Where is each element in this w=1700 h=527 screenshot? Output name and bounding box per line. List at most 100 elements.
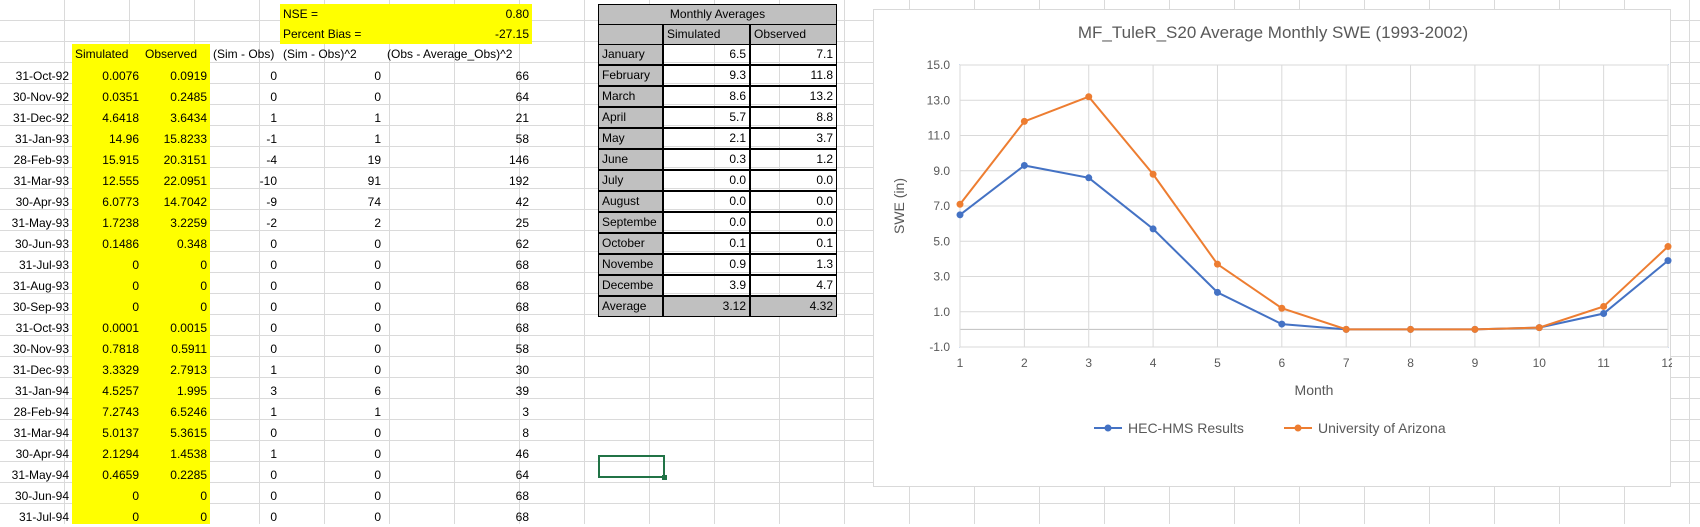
value-cell[interactable]: 0.5911: [171, 342, 207, 356]
value-cell[interactable]: 5.3615: [170, 426, 207, 440]
date-cell[interactable]: 31-Mar-93: [13, 174, 69, 188]
value-cell[interactable]: 0: [374, 447, 381, 461]
value-cell[interactable]: 3.2259: [170, 216, 207, 230]
value-cell[interactable]: 3: [270, 384, 277, 398]
date-cell[interactable]: 31-Jul-94: [18, 510, 69, 524]
date-cell[interactable]: 31-Dec-92: [12, 111, 69, 125]
month-observed[interactable]: 7.1: [750, 44, 837, 65]
value-cell[interactable]: 64: [515, 90, 529, 104]
value-cell[interactable]: 0: [270, 300, 277, 314]
value-cell[interactable]: 0: [270, 69, 277, 83]
value-cell[interactable]: 0.0015: [170, 321, 207, 335]
nse-value[interactable]: 0.80: [404, 4, 532, 24]
month-observed[interactable]: 4.7: [750, 275, 837, 296]
date-cell[interactable]: 30-Jun-94: [14, 489, 69, 503]
monthly-title[interactable]: Monthly Averages: [598, 4, 837, 25]
value-cell[interactable]: 6.5246: [170, 405, 207, 419]
month-label[interactable]: February: [598, 65, 663, 86]
value-cell[interactable]: 0.0076: [102, 69, 139, 83]
date-cell[interactable]: 30-Nov-93: [12, 342, 69, 356]
value-cell[interactable]: 0: [200, 489, 207, 503]
value-cell[interactable]: 6: [374, 384, 381, 398]
month-simulated[interactable]: 0.1: [663, 233, 750, 254]
date-cell[interactable]: 31-Oct-92: [15, 69, 69, 83]
month-simulated[interactable]: 0.9: [663, 254, 750, 275]
column-header[interactable]: Observed: [145, 47, 198, 61]
value-cell[interactable]: 64: [515, 468, 529, 482]
value-cell[interactable]: 0.0919: [170, 69, 207, 83]
month-label[interactable]: October: [598, 233, 663, 254]
value-cell[interactable]: 68: [515, 300, 529, 314]
date-cell[interactable]: 30-Jun-93: [14, 237, 69, 251]
value-cell[interactable]: 4.6418: [102, 111, 139, 125]
value-cell[interactable]: 0: [374, 468, 381, 482]
month-label[interactable]: July: [598, 170, 663, 191]
value-cell[interactable]: 0.7818: [102, 342, 139, 356]
month-label[interactable]: May: [598, 128, 663, 149]
value-cell[interactable]: 0: [374, 279, 381, 293]
value-cell[interactable]: 30: [515, 363, 529, 377]
month-observed[interactable]: 1.2: [750, 149, 837, 170]
value-cell[interactable]: 0: [270, 489, 277, 503]
date-cell[interactable]: 30-Apr-93: [15, 195, 69, 209]
value-cell[interactable]: 14.96: [108, 132, 139, 146]
value-cell[interactable]: 2: [374, 216, 381, 230]
value-cell[interactable]: 0: [200, 510, 207, 524]
bias-value[interactable]: -27.15: [404, 24, 532, 44]
date-cell[interactable]: 31-Mar-94: [13, 426, 69, 440]
value-cell[interactable]: 0: [374, 426, 381, 440]
value-cell[interactable]: 0: [270, 468, 277, 482]
column-header[interactable]: (Obs - Average_Obs)^2: [387, 47, 513, 61]
month-label[interactable]: March: [598, 86, 663, 107]
date-cell[interactable]: 30-Sep-93: [12, 300, 69, 314]
month-observed[interactable]: 11.8: [750, 65, 837, 86]
value-cell[interactable]: 15.8233: [163, 132, 207, 146]
value-cell[interactable]: 1: [270, 447, 277, 461]
value-cell[interactable]: 4.5257: [102, 384, 139, 398]
date-cell[interactable]: 31-Jul-93: [18, 258, 69, 272]
month-simulated[interactable]: 5.7: [663, 107, 750, 128]
value-cell[interactable]: -1: [266, 132, 277, 146]
value-cell[interactable]: 0: [132, 510, 139, 524]
month-simulated[interactable]: 0.3: [663, 149, 750, 170]
monthly-header-simulated[interactable]: Simulated: [663, 24, 750, 45]
value-cell[interactable]: 0.1486: [102, 237, 139, 251]
value-cell[interactable]: 58: [515, 132, 529, 146]
value-cell[interactable]: 19: [367, 153, 381, 167]
date-cell[interactable]: 30-Nov-92: [12, 90, 69, 104]
value-cell[interactable]: 14.7042: [163, 195, 207, 209]
value-cell[interactable]: 15.915: [102, 153, 139, 167]
month-label[interactable]: June: [598, 149, 663, 170]
month-observed[interactable]: 3.7: [750, 128, 837, 149]
date-cell[interactable]: 31-May-94: [11, 468, 69, 482]
value-cell[interactable]: 68: [515, 279, 529, 293]
chart-container[interactable]: MF_TuleR_S20 Average Monthly SWE (1993-2…: [873, 9, 1675, 487]
value-cell[interactable]: 8: [522, 426, 529, 440]
value-cell[interactable]: 0.2285: [170, 468, 207, 482]
month-observed[interactable]: 1.3: [750, 254, 837, 275]
month-simulated[interactable]: 3.9: [663, 275, 750, 296]
value-cell[interactable]: 0: [374, 510, 381, 524]
date-cell[interactable]: 31-Jan-93: [14, 132, 69, 146]
value-cell[interactable]: 21: [515, 111, 529, 125]
average-label[interactable]: Average: [598, 296, 663, 317]
month-observed[interactable]: 0.0: [750, 212, 837, 233]
value-cell[interactable]: 0: [200, 279, 207, 293]
value-cell[interactable]: 0: [374, 300, 381, 314]
average-observed[interactable]: 4.32: [750, 296, 837, 317]
month-observed[interactable]: 0.0: [750, 191, 837, 212]
column-header[interactable]: (Sim - Obs)^2: [283, 47, 357, 61]
value-cell[interactable]: 1: [270, 111, 277, 125]
value-cell[interactable]: 0: [270, 426, 277, 440]
value-cell[interactable]: 0: [200, 300, 207, 314]
value-cell[interactable]: 2.1294: [102, 447, 139, 461]
value-cell[interactable]: 3.3329: [102, 363, 139, 377]
value-cell[interactable]: 0: [374, 342, 381, 356]
value-cell[interactable]: 0: [374, 237, 381, 251]
value-cell[interactable]: -9: [266, 195, 277, 209]
month-observed[interactable]: 13.2: [750, 86, 837, 107]
month-label[interactable]: Novembe: [598, 254, 663, 275]
value-cell[interactable]: 74: [367, 195, 381, 209]
value-cell[interactable]: 1: [270, 363, 277, 377]
value-cell[interactable]: -10: [259, 174, 277, 188]
